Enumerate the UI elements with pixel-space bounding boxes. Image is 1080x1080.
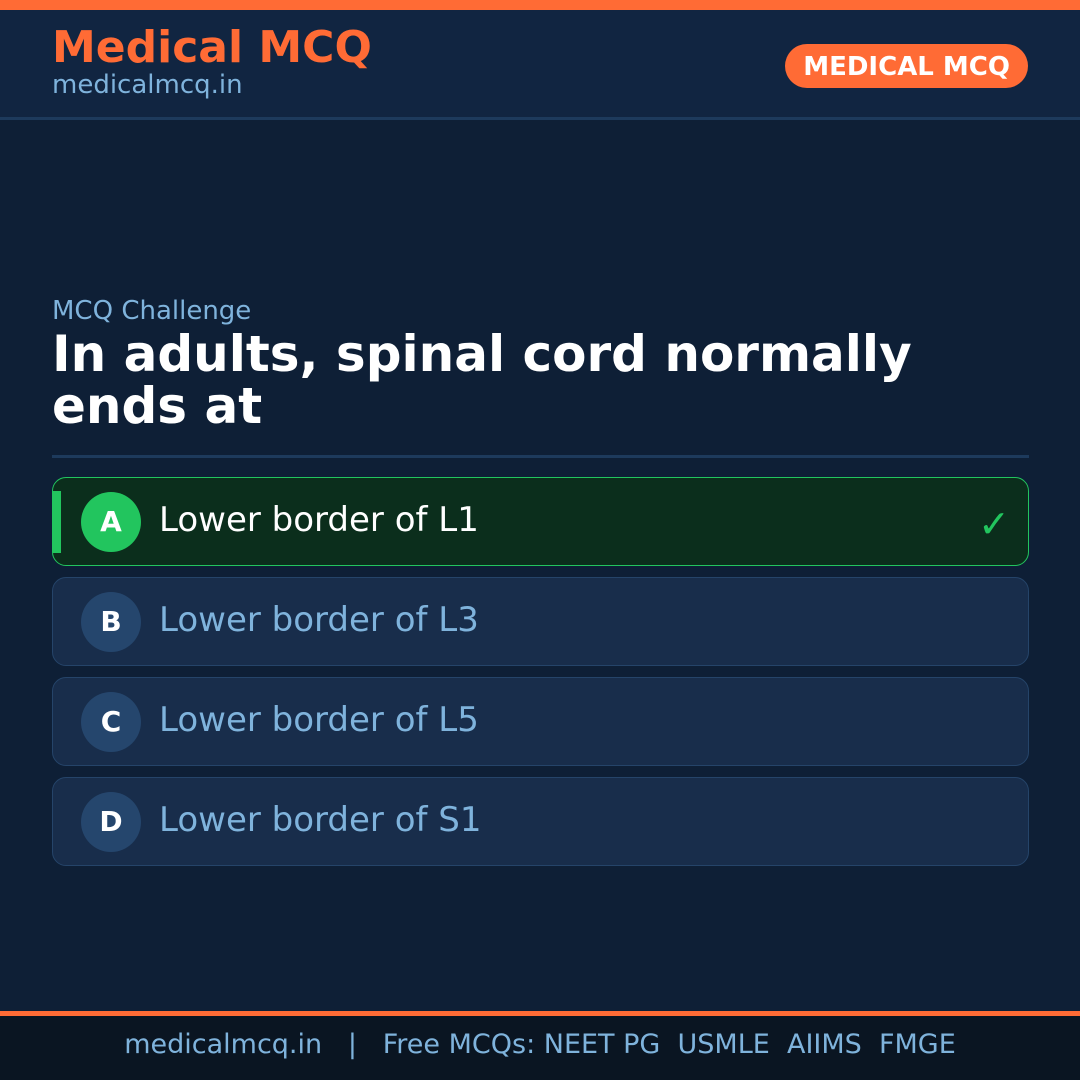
option-a[interactable]: A Lower border of L1 ✓ (52, 477, 1029, 566)
correct-indicator-bar (53, 491, 61, 553)
option-letter: C (81, 692, 141, 752)
site-url: medicalmcq.in (52, 70, 243, 100)
question-text: In adults, spinal cord normally ends at (52, 325, 912, 435)
brand-title: Medical MCQ (52, 22, 372, 73)
top-accent-bar (0, 0, 1080, 10)
option-letter: D (81, 792, 141, 852)
option-text: Lower border of S1 (159, 800, 482, 840)
option-c[interactable]: C Lower border of L5 (52, 677, 1029, 766)
divider (52, 455, 1029, 458)
option-letter: A (81, 492, 141, 552)
option-letter: B (81, 592, 141, 652)
option-d[interactable]: D Lower border of S1 (52, 777, 1029, 866)
option-text: Lower border of L3 (159, 600, 479, 640)
option-text: Lower border of L1 (159, 500, 479, 540)
footer-text: medicalmcq.in | Free MCQs: NEET PG USMLE… (0, 1016, 1080, 1080)
kicker-label: MCQ Challenge (52, 296, 252, 326)
option-b[interactable]: B Lower border of L3 (52, 577, 1029, 666)
footer-accent-line (0, 1011, 1080, 1016)
header: Medical MCQ medicalmcq.in MEDICAL MCQ (0, 10, 1080, 120)
header-badge: MEDICAL MCQ (785, 44, 1028, 88)
option-text: Lower border of L5 (159, 700, 479, 740)
check-icon: ✓ (978, 502, 1010, 546)
